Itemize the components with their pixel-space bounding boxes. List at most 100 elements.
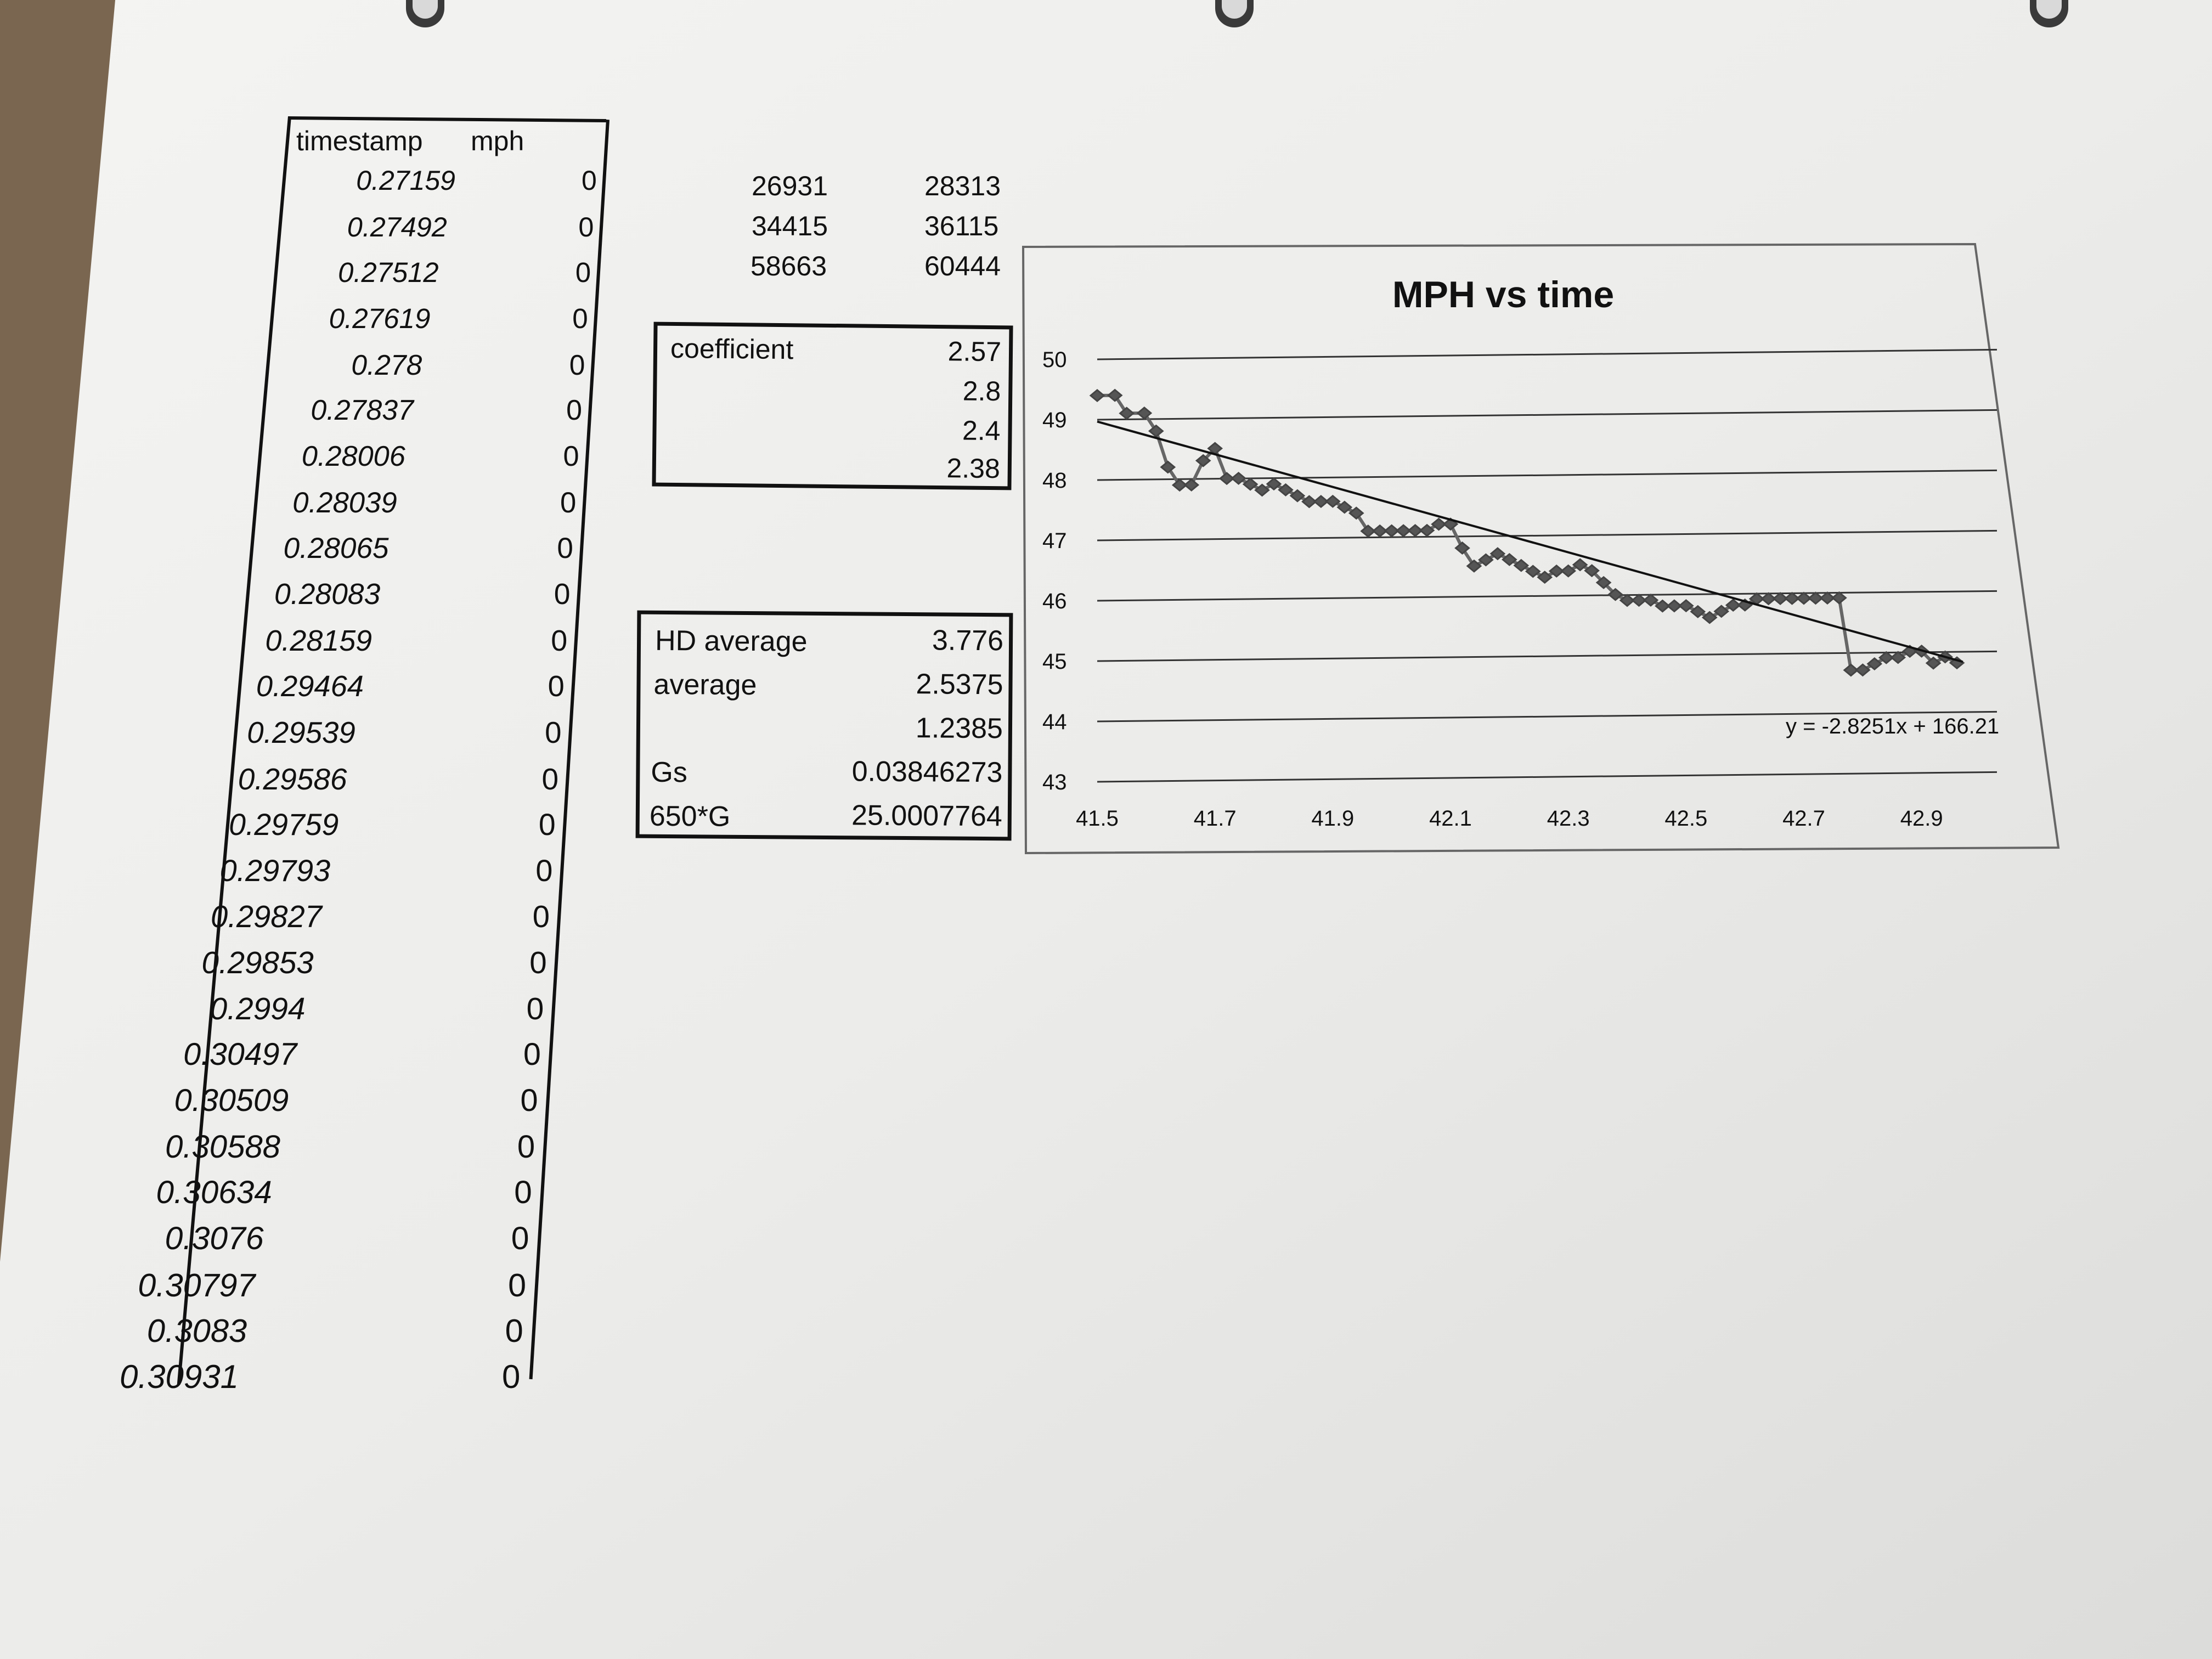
data-point [1207,442,1223,455]
data-point [1701,611,1718,624]
data-point [1195,454,1211,467]
y-tick-label: 44 [1042,710,1067,734]
trendline [1097,420,1963,663]
gridline [1097,771,1997,783]
data-point [1595,575,1612,589]
data-point [1560,564,1577,578]
data-point [1136,407,1153,420]
gridline [1097,710,1997,723]
binder-ring-left [406,0,444,27]
pair-right: 36115 [924,211,999,241]
x-tick-label: 42.5 [1664,806,1707,831]
timestamp-cell: 0.27837 [311,394,414,427]
data-point [1289,489,1306,503]
data-point [1678,599,1694,613]
data-point [1713,605,1730,618]
mph-cell: 0 [582,165,597,196]
data-point [1160,460,1176,474]
header-timestamp: timestamp [296,126,423,156]
mph-cell: 0 [523,1037,541,1073]
y-tick-label: 48 [1042,469,1067,493]
mph-cell: 0 [520,1083,538,1119]
y-tick-label: 50 [1042,348,1067,372]
data-point [1183,478,1200,492]
data-point [1089,389,1105,402]
timestamp-cell: 0.29539 [247,715,356,749]
timestamp-cell: 0.278 [351,348,422,381]
timestamp-cell: 0.30797 [138,1266,256,1304]
mph-cell: 0 [560,486,577,519]
y-tick-label: 46 [1042,589,1067,613]
x-tick-label: 42.1 [1429,806,1472,831]
mph-cell: 0 [514,1175,532,1211]
gridline [1097,529,1997,541]
mph-cell: 0 [557,532,573,565]
x-tick-label: 41.5 [1076,806,1119,831]
data-point [1854,663,1871,677]
data-point [1231,471,1246,485]
y-tick-label: 47 [1042,529,1067,553]
timestamp-cell: 0.30509 [174,1083,289,1119]
trendline-equation: y = -2.8251x + 166.21 [1786,714,1999,738]
timestamp-cell: 0.28159 [265,624,373,657]
data-point [1925,656,1942,670]
x-tick-label: 41.9 [1311,806,1354,831]
timestamp-cell: 0.3076 [165,1221,264,1257]
mph-cell: 0 [566,394,582,427]
timestamp-cell: 0.30588 [165,1128,280,1165]
data-point [1454,541,1470,555]
timestamp-cell: 0.29827 [211,899,322,934]
mph-cell: 0 [535,853,553,888]
data-point [1643,593,1659,607]
timestamp-cell: 0.30931 [120,1358,239,1395]
mph-cell: 0 [517,1128,535,1165]
mph-cell: 0 [572,302,588,334]
timestamp-cell: 0.27619 [329,302,431,334]
timestamp-cell: 0.29759 [229,808,339,842]
x-tick-label: 42.9 [1900,806,1943,831]
data-point [1584,564,1600,578]
data-point [1119,407,1135,420]
timestamp-cell: 0.29464 [256,670,364,703]
timestamp-cell: 0.27492 [347,211,447,242]
gridline [1097,469,1997,481]
data-point [1348,506,1364,520]
gridline [1097,409,1997,421]
data-point [1489,547,1506,561]
data-point [1866,657,1883,670]
timestamp-cell: 0.29586 [238,761,347,796]
timestamp-cell: 0.30634 [156,1175,272,1211]
timestamp-cell: 0.28065 [283,532,389,565]
x-tick-label: 41.7 [1194,806,1237,831]
mph-cell: 0 [529,945,547,980]
pair-right: 28313 [924,171,1001,201]
mph-cell: 0 [563,440,579,472]
pair-left: 26931 [752,171,828,201]
data-point [1478,553,1494,567]
mph-cell: 0 [554,578,571,611]
chart-points [1089,388,1965,677]
timestamp-cell: 0.29853 [201,945,314,980]
chart-title: MPH vs time [1392,274,1614,315]
pair-right: 60444 [924,251,1001,281]
mph-cell: 0 [575,257,591,289]
gridline [1097,650,1997,662]
data-point [1148,424,1164,438]
chart-frame [1022,242,2060,855]
gridline [1097,348,1997,360]
mph-cell: 0 [569,348,585,381]
y-tick-label: 49 [1042,408,1067,432]
data-point [1466,559,1482,573]
mph-cell: 0 [511,1221,529,1257]
data-point [1513,558,1530,572]
mph-cell: 0 [505,1312,523,1350]
timestamp-cell: 0.28006 [301,440,405,472]
gridline [1097,590,1997,602]
y-tick-label: 43 [1042,770,1067,794]
data-point [1242,477,1259,491]
mph-cell: 0 [548,670,565,703]
chart-grid [1097,348,1997,783]
data-point [1890,651,1906,664]
